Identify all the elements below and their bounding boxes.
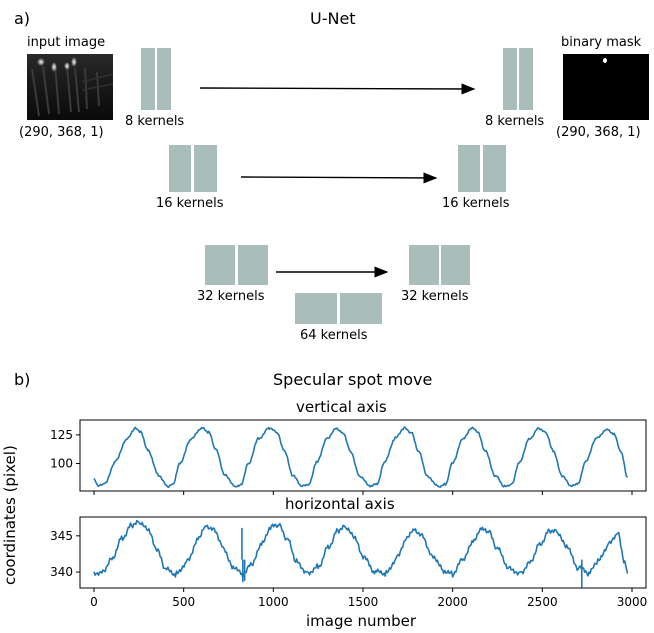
decoder-8-block-b [519, 48, 533, 110]
panel-b-letter: b) [14, 370, 31, 389]
decoder-16-block-a [458, 145, 480, 192]
skip-connections [199, 83, 476, 278]
bottleneck-block-a [295, 293, 337, 324]
skip-arrow-16 [240, 172, 438, 184]
input-image-label: input image [27, 35, 106, 50]
panel-b-title: Specular spot move [273, 370, 433, 389]
ytick-label-horizontal-340: 340 [50, 565, 73, 579]
xtick-label-500: 500 [172, 595, 195, 609]
xtick-label-2000: 2000 [437, 595, 468, 609]
panel-a-letter: a) [14, 9, 31, 28]
bottleneck-label: 64 kernels [300, 328, 368, 343]
xtick-label-0: 0 [90, 595, 98, 609]
encoder-16-block-a [169, 145, 191, 192]
chart-vertical-title: vertical axis [296, 398, 387, 416]
encoder-8-block-b [157, 48, 171, 110]
decoder-16-block-b [483, 145, 506, 192]
ytick-label-vertical-125: 125 [50, 428, 73, 442]
decoder-16-label: 16 kernels [442, 196, 510, 211]
encoder-32-block-b [238, 245, 268, 285]
decoder-32-block-b [441, 245, 470, 285]
xtick-label-3000: 3000 [617, 595, 648, 609]
input-image-graphic [27, 54, 113, 120]
output-shape: (290, 368, 1) [556, 125, 641, 140]
ytick-label-vertical-100: 100 [50, 457, 73, 471]
series-line-vertical-0 [93, 426, 629, 489]
encoder-32-label: 32 kernels [197, 289, 265, 304]
encoder-32-block-a [205, 245, 235, 285]
xtick-label-2500: 2500 [527, 595, 558, 609]
encoder-8-label: 8 kernels [125, 114, 185, 129]
binary-mask-image [563, 54, 649, 120]
decoder-32-block-a [409, 245, 439, 285]
binary-mask-label: binary mask [561, 35, 642, 50]
decoder-8-block-a [503, 48, 517, 110]
chart-horizontal-frame [79, 516, 647, 589]
xtick-label-1500: 1500 [348, 595, 379, 609]
decoder-8-label: 8 kernels [485, 114, 545, 129]
input-shape: (290, 368, 1) [19, 125, 104, 140]
x-axis-label: image number [306, 612, 417, 630]
encoder-8-block-a [141, 48, 155, 110]
bottleneck-block-b [340, 293, 382, 324]
mask-spot [603, 58, 607, 63]
xtick-label-1000: 1000 [258, 595, 289, 609]
decoder-32-label: 32 kernels [401, 289, 469, 304]
unet-title: U-Net [310, 9, 356, 28]
ytick-label-horizontal-345: 345 [50, 529, 73, 543]
input-image [27, 54, 113, 120]
series-line-horizontal-0 [93, 519, 629, 579]
encoder-16-label: 16 kernels [156, 196, 224, 211]
encoder-16-block-b [194, 145, 217, 192]
chart-horizontal-title: horizontal axis [285, 495, 395, 513]
chart-vertical-frame [79, 419, 647, 492]
skip-arrow-8 [199, 83, 476, 95]
